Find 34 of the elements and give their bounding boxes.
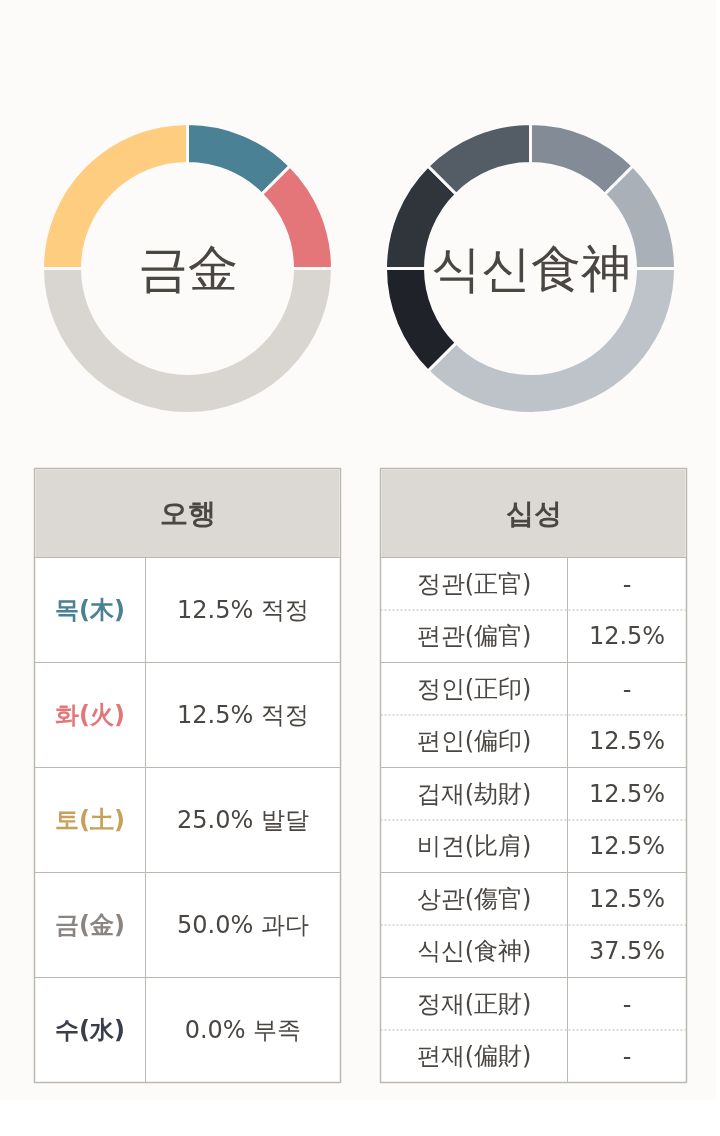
text: 화(火) bbox=[55, 701, 125, 729]
text: 12.5% bbox=[588, 622, 666, 651]
text: - bbox=[622, 570, 632, 599]
text: 식신(食神) bbox=[416, 937, 532, 966]
text: - bbox=[622, 675, 632, 704]
text: - bbox=[622, 1043, 632, 1072]
text: - bbox=[622, 990, 632, 1019]
text: 정인(正印) bbox=[416, 674, 532, 703]
text: 12.5% 적정 bbox=[177, 701, 309, 729]
text: 십성 bbox=[505, 496, 562, 530]
text: 상관(傷官) bbox=[416, 884, 532, 913]
text: 12.5% bbox=[588, 727, 666, 756]
text: 12.5% bbox=[588, 884, 666, 913]
text: 금金 bbox=[137, 239, 238, 298]
text: 12.5% bbox=[588, 832, 666, 861]
text: 25.0% 발달 bbox=[177, 806, 309, 834]
text: 금(金) bbox=[55, 911, 125, 939]
text: 편관(偏官) bbox=[416, 622, 532, 651]
text: 0.0% 부족 bbox=[184, 1016, 302, 1044]
text: 12.5% 적정 bbox=[177, 596, 309, 624]
text: 겁재(劫財) bbox=[416, 779, 532, 808]
text: 비견(比肩) bbox=[416, 832, 532, 861]
text: 오행 bbox=[159, 496, 216, 530]
text: 토(土) bbox=[55, 806, 125, 834]
text: 50.0% 과다 bbox=[177, 911, 309, 939]
text: 편재(偏財) bbox=[416, 1042, 532, 1071]
text: 정재(正財) bbox=[416, 989, 532, 1018]
text: 37.5% bbox=[588, 937, 666, 966]
text: 식신食神 bbox=[430, 239, 631, 298]
text: 정관(正官) bbox=[416, 569, 532, 598]
text: 수(水) bbox=[55, 1016, 125, 1044]
text: 12.5% bbox=[588, 779, 666, 808]
text: 편인(偏印) bbox=[416, 727, 532, 756]
text: 목(木) bbox=[55, 596, 125, 624]
